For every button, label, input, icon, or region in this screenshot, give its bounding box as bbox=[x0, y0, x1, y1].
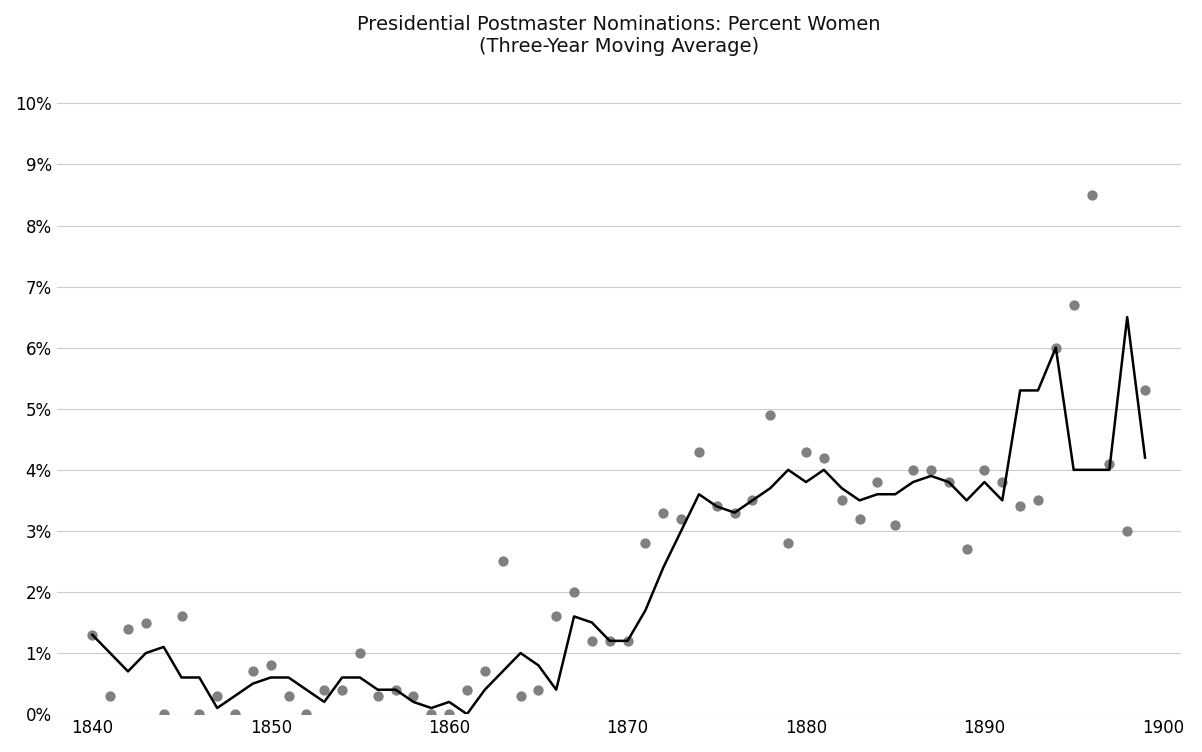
Point bbox=[475, 666, 494, 678]
Point bbox=[672, 513, 691, 525]
Point bbox=[83, 629, 102, 641]
Point bbox=[226, 708, 245, 720]
Title: Presidential Postmaster Nominations: Percent Women
(Three-Year Moving Average): Presidential Postmaster Nominations: Per… bbox=[357, 15, 880, 56]
Point bbox=[297, 708, 316, 720]
Point bbox=[279, 690, 298, 702]
Point bbox=[689, 445, 708, 457]
Point bbox=[511, 690, 530, 702]
Point bbox=[707, 501, 726, 513]
Point bbox=[993, 476, 1012, 488]
Point bbox=[725, 507, 744, 519]
Point bbox=[261, 660, 280, 672]
Point bbox=[422, 708, 441, 720]
Point bbox=[1100, 458, 1119, 470]
Point bbox=[118, 623, 137, 635]
Point bbox=[136, 617, 155, 629]
Point bbox=[975, 464, 994, 476]
Point bbox=[1046, 341, 1065, 353]
Point bbox=[886, 519, 905, 531]
Point bbox=[1029, 494, 1048, 506]
Point bbox=[832, 494, 851, 506]
Point bbox=[939, 476, 958, 488]
Point bbox=[582, 635, 601, 647]
Point bbox=[208, 690, 227, 702]
Point bbox=[814, 452, 833, 464]
Point bbox=[600, 635, 619, 647]
Point bbox=[868, 476, 887, 488]
Point bbox=[850, 513, 869, 525]
Point bbox=[172, 611, 191, 623]
Point bbox=[761, 409, 780, 421]
Point bbox=[368, 690, 387, 702]
Point bbox=[1011, 501, 1030, 513]
Point bbox=[743, 494, 762, 506]
Point bbox=[547, 611, 566, 623]
Point bbox=[404, 690, 423, 702]
Point bbox=[458, 684, 477, 696]
Point bbox=[797, 445, 816, 457]
Point bbox=[921, 464, 940, 476]
Point bbox=[636, 537, 655, 549]
Point bbox=[493, 556, 512, 568]
Point bbox=[243, 666, 262, 678]
Point bbox=[654, 507, 673, 519]
Point bbox=[1082, 189, 1101, 201]
Point bbox=[154, 708, 173, 720]
Point bbox=[529, 684, 548, 696]
Point bbox=[101, 690, 120, 702]
Point bbox=[1118, 525, 1137, 537]
Point bbox=[1064, 299, 1083, 311]
Point bbox=[1136, 384, 1155, 396]
Point bbox=[315, 684, 334, 696]
Point bbox=[565, 586, 584, 598]
Point bbox=[904, 464, 923, 476]
Point bbox=[618, 635, 637, 647]
Point bbox=[190, 708, 209, 720]
Point bbox=[779, 537, 798, 549]
Point bbox=[957, 543, 976, 555]
Point bbox=[333, 684, 352, 696]
Point bbox=[440, 708, 459, 720]
Point bbox=[386, 684, 405, 696]
Point bbox=[350, 647, 369, 659]
